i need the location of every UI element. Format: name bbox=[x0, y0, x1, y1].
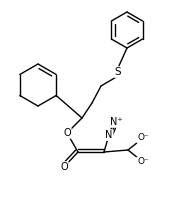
Text: S: S bbox=[115, 67, 121, 77]
Text: N⁺: N⁺ bbox=[110, 117, 122, 127]
Text: O⁻: O⁻ bbox=[137, 134, 149, 142]
Text: O⁻: O⁻ bbox=[137, 158, 149, 166]
Text: O: O bbox=[63, 128, 71, 138]
Text: N: N bbox=[105, 130, 113, 140]
Text: O: O bbox=[60, 162, 68, 172]
